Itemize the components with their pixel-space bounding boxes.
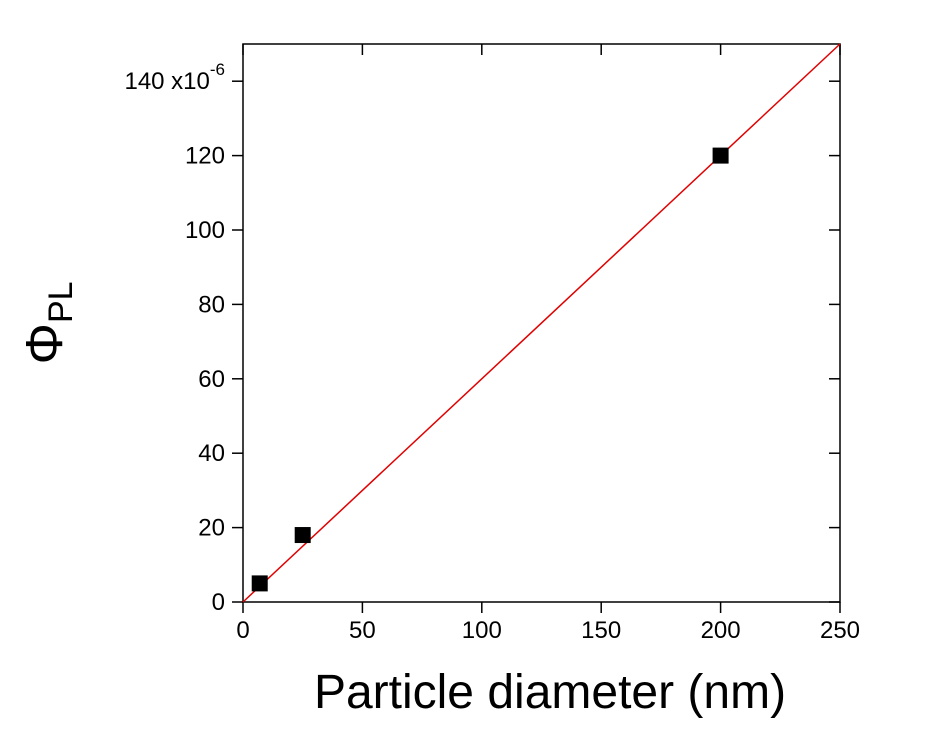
y-tick-label: 60 <box>198 366 225 393</box>
x-tick-label: 250 <box>820 617 860 644</box>
y-tick-label-text: 140 x10 <box>124 68 209 95</box>
y-tick-label: 40 <box>198 440 225 467</box>
plot-frame <box>242 43 841 603</box>
y-tick-label: 80 <box>198 291 225 318</box>
x-tick-label: 0 <box>236 617 249 644</box>
y-tick-label: 100 <box>185 217 225 244</box>
x-axis-label: Particle diameter (nm) <box>314 666 786 719</box>
data-point <box>251 575 268 592</box>
data-point <box>712 147 729 164</box>
y-tick-label: 120 <box>185 143 225 170</box>
x-tick-label: 200 <box>701 617 741 644</box>
y-axis-label: ΦPL <box>16 281 80 364</box>
x-tick-label: 100 <box>462 617 502 644</box>
fit-line <box>242 43 841 603</box>
x-tick-label: 50 <box>349 617 376 644</box>
x-tick-label: 150 <box>581 617 621 644</box>
y-tick-label-exponent: -6 <box>210 60 225 79</box>
y-tick-label: 140 x10-6 <box>124 60 225 95</box>
data-point <box>294 527 311 544</box>
y-tick-label: 20 <box>198 515 225 542</box>
y-axis-subscript: PL <box>42 281 80 323</box>
y-axis-symbol: Φ <box>16 323 74 365</box>
y-tick-label: 0 <box>212 589 225 616</box>
